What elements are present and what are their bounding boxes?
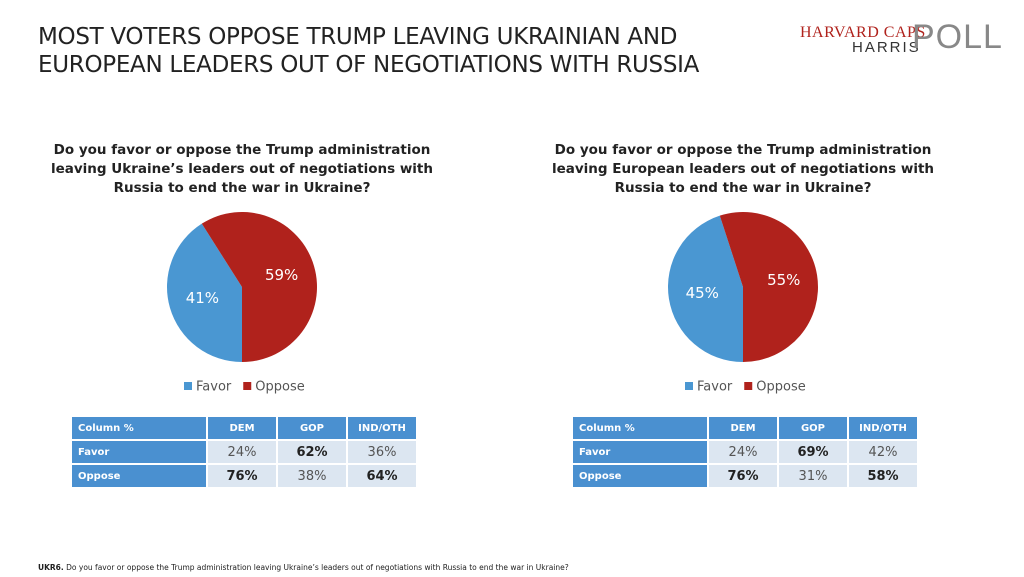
footnote: UKR6. Do you favor or oppose the Trump a… (38, 563, 569, 572)
legend-swatch (685, 382, 693, 390)
legend-swatch (744, 382, 753, 390)
table-cell: Favor (72, 441, 206, 463)
legend-label: Favor (697, 380, 733, 395)
header-cell: IND/OTH (849, 417, 917, 439)
header-cell: GOP (779, 417, 847, 439)
footnote-label: UKR6. (38, 563, 64, 572)
table-cell: 24% (709, 441, 777, 463)
slide-title: EUROPEAN LEADERS OUT OF NEGOTIATIONS WIT… (38, 52, 700, 78)
legend-swatch (243, 382, 252, 390)
chart-question: Do you favor or oppose the Trump adminis… (551, 142, 935, 196)
crosstab: Column % DEM GOP IND/OTH Favor 24% 62% 36% Oppos… (70, 415, 418, 489)
pie-slice (719, 212, 818, 362)
logo-text: HARRIS (852, 39, 921, 56)
data-row: Oppose 76% 38% 64% (72, 465, 416, 487)
header-cell: Column % (72, 417, 206, 439)
table-cell: 24% (208, 441, 276, 463)
legend-label: Oppose (756, 380, 805, 395)
pie-chart: 45% 55% Favor Oppose (668, 212, 818, 395)
value-label: 45% (686, 284, 719, 302)
table-cell: 58% (849, 465, 917, 487)
data-row: Oppose 76% 31% 58% (573, 465, 917, 487)
table-cell: 42% (849, 441, 917, 463)
table-cell: Oppose (72, 465, 206, 487)
header-cell: GOP (278, 417, 346, 439)
table-cell: Favor (573, 441, 707, 463)
legend-swatch (184, 382, 192, 390)
footnote-text: Do you favor or oppose the Trump adminis… (66, 563, 569, 572)
data-row: Favor 24% 69% 42% (573, 441, 917, 463)
crosstab: Column % DEM GOP IND/OTH Favor 24% 69% 42% Oppos… (571, 415, 919, 489)
value-label: 41% (186, 289, 219, 307)
legend-label: Favor (196, 380, 232, 395)
table-cell: 31% (779, 465, 847, 487)
header-cell: Column % (573, 417, 707, 439)
table-cell: 36% (348, 441, 416, 463)
value-label: 55% (767, 271, 800, 289)
table-cell: 69% (779, 441, 847, 463)
table-cell: 76% (208, 465, 276, 487)
pie-slice (166, 223, 242, 362)
legend-label: Oppose (255, 380, 304, 395)
data-row: Favor 24% 62% 36% (72, 441, 416, 463)
logo-text: HARVARD CAPS (800, 24, 926, 41)
header-row: Column % DEM GOP IND/OTH (72, 417, 416, 439)
header-cell: DEM (208, 417, 276, 439)
header-cell: IND/OTH (348, 417, 416, 439)
pie-slice (668, 215, 743, 362)
logo-poll: POLL (912, 18, 1003, 56)
pie-slice (201, 212, 317, 362)
header-row: Column % DEM GOP IND/OTH (573, 417, 917, 439)
slide-title: MOST VOTERS OPPOSE TRUMP LEAVING UKRAINI… (38, 24, 678, 50)
header-cell: DEM (709, 417, 777, 439)
pie-chart: 41% 59% Favor Oppose (166, 212, 317, 395)
table-cell: Oppose (573, 465, 707, 487)
table-cell: 38% (278, 465, 346, 487)
table-cell: 62% (278, 441, 346, 463)
value-label: 59% (265, 266, 298, 284)
table-cell: 76% (709, 465, 777, 487)
chart-question: Do you favor or oppose the Trump adminis… (50, 142, 433, 196)
table-cell: 64% (348, 465, 416, 487)
